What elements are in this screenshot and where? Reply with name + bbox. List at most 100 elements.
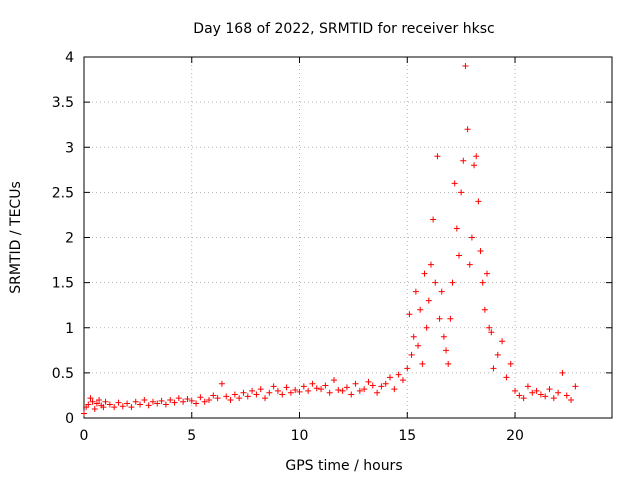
data-point: [365, 378, 372, 385]
y-tick-label: 2: [65, 231, 74, 247]
data-point: [318, 386, 325, 393]
data-point: [106, 401, 113, 408]
data-point: [158, 397, 165, 404]
data-point: [270, 383, 277, 390]
y-tick-label: 3: [65, 140, 74, 156]
data-point: [348, 391, 355, 398]
y-tick-label: 1.5: [52, 276, 74, 292]
data-point: [236, 395, 243, 402]
data-point: [537, 391, 544, 398]
data-point: [458, 189, 465, 196]
data-point: [512, 387, 519, 394]
data-point: [188, 397, 195, 404]
data-point: [356, 387, 363, 394]
data-point: [486, 324, 493, 331]
data-point: [85, 401, 92, 408]
y-axis-label: SRMTID / TECUs: [8, 181, 24, 294]
data-point: [102, 398, 109, 405]
data-point: [128, 404, 135, 411]
data-point: [455, 252, 462, 259]
data-point: [520, 395, 527, 402]
data-point: [494, 351, 501, 358]
chart-title: Day 168 of 2022, SRMTID for receiver hks…: [193, 21, 494, 37]
data-point: [559, 369, 566, 376]
data-point: [343, 384, 350, 391]
data-point: [421, 270, 428, 277]
data-point: [81, 410, 87, 417]
data-point: [227, 396, 234, 403]
data-point: [378, 383, 385, 390]
data-point: [419, 360, 426, 367]
data-point: [171, 399, 178, 406]
y-tick-label: 4: [65, 50, 74, 66]
data-point: [374, 389, 381, 396]
data-point: [335, 387, 342, 394]
data-point: [387, 374, 394, 381]
data-point: [305, 387, 312, 394]
data-point: [481, 306, 488, 313]
data-point: [124, 400, 131, 407]
data-point: [300, 383, 307, 390]
data-point: [423, 324, 430, 331]
data-point: [352, 380, 359, 387]
data-point: [382, 380, 389, 387]
data-point: [279, 391, 286, 398]
data-point: [468, 234, 475, 241]
data-point: [546, 386, 553, 393]
x-tick-label: 15: [398, 428, 416, 444]
data-point: [119, 403, 126, 410]
data-point: [471, 162, 478, 169]
data-point: [432, 279, 439, 286]
data-point: [287, 389, 294, 396]
data-point: [466, 261, 473, 268]
data-point: [507, 360, 514, 367]
data-point: [563, 392, 570, 399]
data-point: [529, 389, 536, 396]
data-markers: [81, 63, 579, 417]
data-point: [479, 279, 486, 286]
x-axis-label: GPS time / hours: [285, 458, 402, 474]
data-point: [361, 386, 368, 393]
data-point: [339, 387, 346, 394]
data-point: [475, 198, 482, 205]
y-tick-label: 2.5: [52, 185, 74, 201]
data-point: [490, 365, 497, 372]
data-point: [447, 315, 454, 322]
data-point: [309, 380, 316, 387]
data-point: [326, 389, 333, 396]
data-point: [244, 393, 251, 400]
x-tick-label: 5: [187, 428, 196, 444]
data-point: [205, 396, 212, 403]
data-point: [473, 153, 480, 160]
data-point: [555, 389, 562, 396]
data-point: [111, 404, 118, 411]
data-point: [162, 401, 169, 408]
x-tick-label: 0: [80, 428, 89, 444]
data-point: [438, 288, 445, 295]
data-point: [427, 261, 434, 268]
data-point: [484, 270, 491, 277]
data-point: [149, 398, 156, 405]
data-point: [436, 315, 443, 322]
data-point: [257, 386, 264, 393]
data-point: [115, 399, 122, 406]
data-point: [137, 401, 144, 408]
data-point: [443, 347, 450, 354]
data-point: [322, 382, 329, 389]
data-point: [180, 398, 187, 405]
data-point: [231, 391, 238, 398]
data-point: [132, 398, 139, 405]
data-point: [404, 365, 411, 372]
data-point: [568, 396, 575, 403]
data-point: [96, 396, 103, 403]
data-point: [296, 388, 303, 395]
data-point: [210, 392, 217, 399]
data-point: [91, 405, 98, 412]
data-point: [408, 351, 415, 358]
data-point: [434, 153, 441, 160]
data-point: [464, 126, 471, 133]
data-point: [488, 329, 495, 336]
data-point: [412, 288, 419, 295]
data-point: [410, 333, 417, 340]
